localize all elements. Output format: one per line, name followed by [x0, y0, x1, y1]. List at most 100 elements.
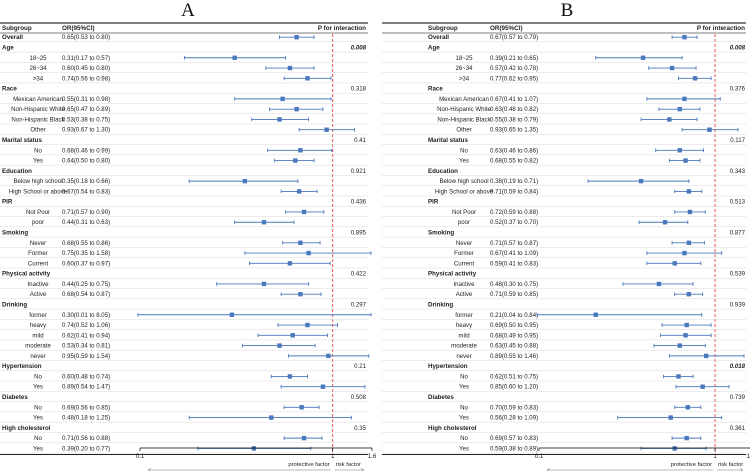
or-ci-value: 0.89(0.54 to 1.47) — [62, 384, 110, 391]
subgroup-row: mild 0.62(0.41 to 0.94) — [0, 332, 368, 340]
x-tick-label: 1 — [331, 453, 335, 460]
or-point — [294, 35, 298, 39]
group-label: Physical activity — [2, 271, 51, 278]
subgroup-row: never 0.95(0.59 to 1.54) — [0, 353, 369, 361]
p-interaction-value: 0.343 — [730, 168, 746, 175]
subgroup-row: >34 0.77(0.62 to 0.95) — [382, 75, 746, 83]
or-point — [687, 241, 691, 245]
or-point — [687, 292, 691, 296]
subgroup-label: Mexican American — [13, 96, 63, 103]
subgroup-row: moderate 0.63(0.45 to 0.88) — [382, 343, 746, 351]
group-label: Marital status — [2, 137, 42, 144]
group-label: Diabetes — [2, 394, 28, 401]
or-point — [704, 354, 708, 358]
subgroup-row: heavy 0.69(0.50 to 0.95) — [382, 322, 746, 330]
or-point — [684, 323, 688, 327]
subgroup-label: 26~34 — [29, 65, 47, 72]
subgroup-label: Inactive — [453, 281, 475, 288]
subgroup-row: Active 0.71(0.59 to 0.85) — [382, 291, 746, 299]
group-label: Education — [428, 168, 458, 175]
or-ci-value: 0.30(0.01 to 8.05) — [62, 312, 110, 319]
x-tick-label: 0.1 — [136, 453, 145, 460]
subgroup-row: Inactive 0.44(0.25 to 0.75) — [0, 281, 368, 289]
group-row: Marital status 0.41 — [0, 137, 368, 145]
p-interaction-value: 0.436 — [351, 199, 367, 206]
subgroup-label: 18~25 — [29, 55, 47, 62]
subgroup-label: Below high school — [13, 178, 62, 185]
group-label: Age — [2, 44, 14, 51]
or-ci-value: 0.67(0.54 to 0.83) — [62, 188, 110, 195]
p-interaction-value: 0.877 — [730, 230, 746, 237]
group-label: Overall — [2, 34, 23, 41]
risk-factor-label: risk factor — [336, 462, 361, 468]
subgroup-row: never 0.89(0.55 to 1.46) — [382, 353, 746, 361]
or-ci-value: 0.75(0.35 to 1.58) — [62, 250, 110, 257]
or-ci-value: 0.55(0.38 to 0.79) — [490, 116, 538, 123]
subgroup-label: Former — [454, 250, 474, 257]
subgroup-label: never — [456, 353, 471, 360]
or-point — [299, 405, 303, 409]
or-ci-value: 0.68(0.49 to 0.95) — [490, 332, 538, 339]
or-point — [667, 117, 671, 121]
group-row: Education 0.343 — [382, 168, 746, 176]
subgroup-row: moderate 0.53(0.34 to 0.81) — [0, 343, 368, 351]
or-point — [293, 158, 297, 162]
p-interaction-value: 0.21 — [354, 363, 366, 370]
or-ci-value: 0.60(0.45 to 0.80) — [62, 65, 110, 72]
or-ci-value: 0.85(0.60 to 1.20) — [490, 384, 538, 391]
or-point — [294, 107, 298, 111]
subgroup-row: Yes 0.59(0.38 to 0.89) — [382, 445, 746, 453]
or-point — [280, 97, 284, 101]
or-ci-value: 0.39(0.21 to 0.65) — [490, 55, 538, 62]
or-ci-value: 0.65(0.53 to 0.80) — [62, 34, 110, 41]
or-point — [321, 385, 325, 389]
subgroup-row: Non-Hispanic Black 0.55(0.38 to 0.79) — [382, 116, 746, 124]
or-ci-value: 0.71(0.57 to 0.87) — [490, 240, 538, 247]
subgroup-label: Yes — [33, 415, 43, 422]
or-point — [678, 107, 682, 111]
or-point — [288, 66, 292, 70]
subgroup-label: heavy — [30, 322, 47, 329]
subgroup-row: mild 0.68(0.49 to 0.95) — [382, 332, 746, 340]
subgroup-label: No — [460, 147, 468, 154]
p-interaction-value: 0.008 — [730, 44, 746, 51]
subgroup-row: Mexican American 0.67(0.41 to 1.07) — [382, 96, 746, 104]
or-point — [298, 148, 302, 152]
or-ci-value: 0.64(0.50 to 0.80) — [62, 158, 110, 165]
protective-factor-label: protective factor — [288, 462, 329, 468]
subgroup-label: Yes — [33, 445, 43, 452]
panel-a: A Subgroup OR(95%CI) P for interaction Overa… — [0, 0, 377, 471]
or-ci-value: 0.70(0.59 to 0.83) — [490, 404, 538, 411]
subgroup-label: Yes — [459, 158, 469, 165]
subgroup-row: Inactive 0.48(0.30 to 0.75) — [382, 281, 746, 289]
or-point — [252, 446, 256, 450]
or-point — [290, 333, 294, 337]
or-point — [683, 158, 687, 162]
or-point — [324, 128, 328, 132]
group-label: Age — [428, 44, 440, 51]
group-label: Drinking — [428, 301, 453, 308]
panel-letter: A — [181, 0, 195, 21]
subgroup-row: 26~34 0.57(0.42 to 0.78) — [382, 65, 746, 73]
or-ci-value: 0.62(0.41 to 0.94) — [62, 332, 110, 339]
group-row: Education 0.921 — [0, 168, 368, 176]
subgroup-label: Former — [28, 250, 48, 257]
subgroup-row: poor 0.52(0.37 to 0.70) — [382, 219, 746, 227]
or-ci-value: 0.48(0.18 to 1.25) — [62, 415, 110, 422]
or-ci-value: 0.55(0.31 to 0.98) — [62, 96, 110, 103]
subgroup-row: 26~34 0.60(0.45 to 0.80) — [0, 65, 368, 73]
subgroup-label: Current — [454, 260, 475, 267]
group-label: PIR — [2, 199, 13, 206]
group-row: High cholesterol 0.361 — [382, 425, 746, 433]
or-point — [688, 210, 692, 214]
or-ci-value: 0.71(0.56 to 0.88) — [62, 435, 110, 442]
subgroup-label: 18~25 — [455, 55, 473, 62]
or-ci-value: 0.67(0.57 to 0.79) — [490, 34, 538, 41]
group-label: Drinking — [2, 301, 27, 308]
or-point — [277, 343, 281, 347]
or-ci-header: OR(95%CI) — [490, 25, 523, 32]
subgroup-label: Other — [30, 127, 45, 134]
subgroup-label: Other — [456, 127, 471, 134]
